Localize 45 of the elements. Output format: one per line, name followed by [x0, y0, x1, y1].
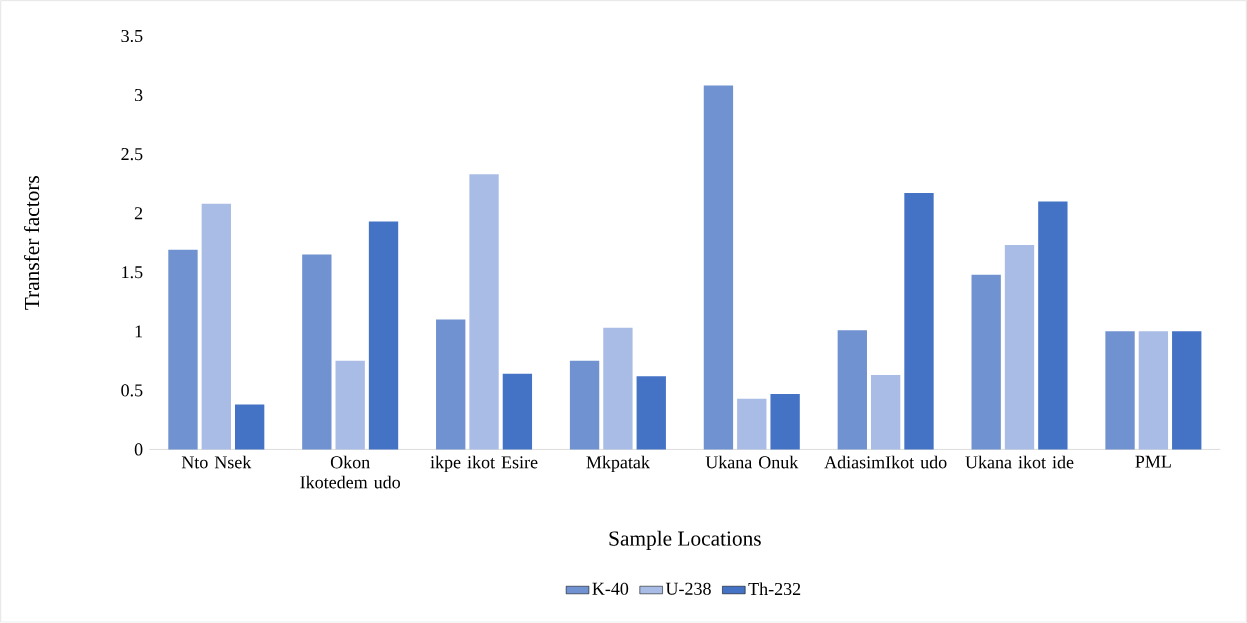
- bar: [469, 174, 499, 450]
- bar: [603, 327, 633, 450]
- x-tick-label: Ukana ikot ide: [965, 455, 1074, 469]
- bar: [636, 376, 666, 450]
- bar: [971, 274, 1001, 450]
- bar: [1105, 331, 1135, 450]
- bar: [870, 375, 901, 450]
- legend-label: K-40: [592, 582, 629, 595]
- x-tick-label: ikpe ikot Esire: [430, 455, 538, 473]
- bar: [335, 360, 365, 450]
- bar: [1138, 331, 1169, 450]
- x-axis-title: Sample Locations: [609, 530, 761, 551]
- y-tick-label: 2.5: [121, 148, 143, 161]
- bar: [770, 394, 800, 450]
- bar: [502, 373, 533, 450]
- y-tick-label: 2: [134, 207, 143, 220]
- bar: [168, 249, 198, 450]
- bar: [703, 85, 734, 450]
- bar: [569, 360, 600, 450]
- bar: [368, 221, 399, 450]
- bar: [234, 404, 265, 450]
- y-tick-label: 0: [134, 443, 143, 456]
- x-tick-label: PML: [1135, 455, 1171, 468]
- y-tick-label: 1: [135, 325, 143, 338]
- bar: [737, 398, 767, 450]
- x-tick-label: Mkpatak: [586, 455, 650, 473]
- y-axis-title: Transfer factors: [23, 176, 40, 310]
- bar: [1038, 201, 1068, 450]
- y-tick-label: 0.5: [121, 384, 143, 397]
- x-tick-label: Ukana Onuk: [705, 455, 799, 469]
- bar: [904, 193, 934, 450]
- x-tick-label: Nto Nsek: [181, 455, 252, 469]
- bar: [201, 203, 231, 450]
- y-tick-label: 3.5: [121, 30, 143, 43]
- bar: [302, 254, 332, 450]
- x-tick-label: Okon Ikotedem udo: [300, 455, 401, 489]
- y-tick-label: 1.5: [122, 266, 143, 279]
- bar: [1172, 331, 1202, 450]
- legend-label: U-238: [665, 582, 711, 595]
- y-tick-label: 3: [134, 89, 143, 102]
- legend-label: Th-232: [748, 582, 801, 596]
- bar: [837, 330, 867, 450]
- x-tick-label: AdiasimIkot udo: [824, 455, 947, 469]
- bar: [1004, 245, 1035, 450]
- bar: [436, 319, 466, 450]
